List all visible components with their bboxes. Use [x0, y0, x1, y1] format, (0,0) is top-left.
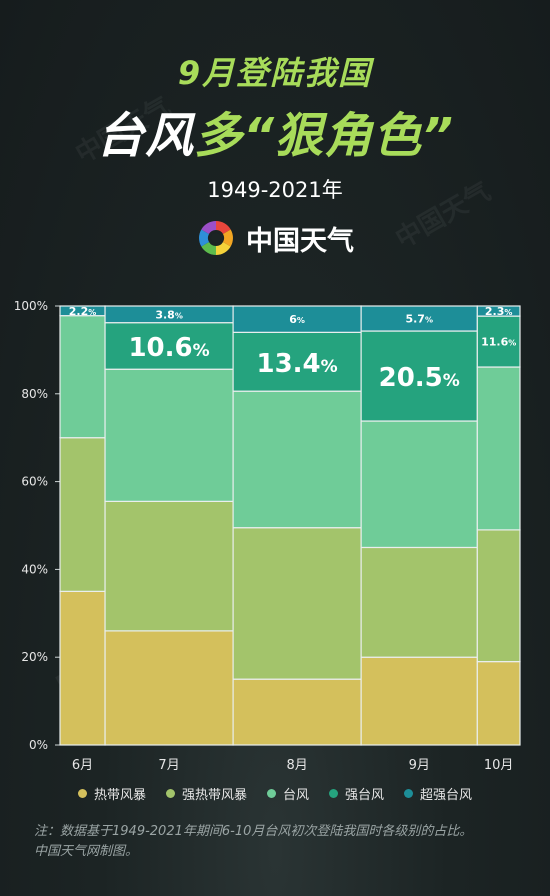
- title-word-tough: 多“狠角色”: [194, 108, 454, 164]
- y-tick-label: 60%: [21, 475, 48, 489]
- legend-label: 台风: [282, 788, 309, 803]
- footnote-line2: 中国天气网制图。: [34, 844, 139, 859]
- x-tick-label: 10月: [484, 758, 514, 773]
- bar-value-label: 5.7%: [405, 313, 433, 326]
- bar-segment: [59, 315, 106, 439]
- bar-segment: [104, 630, 234, 746]
- legend-swatch: [165, 789, 175, 798]
- bar-segment: [476, 529, 521, 663]
- x-tick-label: 6月: [72, 758, 93, 773]
- legend-item-typhoon: 台风: [266, 784, 309, 803]
- weather-logo-icon: [199, 221, 233, 255]
- y-tick-label: 0%: [29, 738, 48, 752]
- page-title-line1: 9月登陆我国: [177, 54, 373, 92]
- x-tick-label: 7月: [158, 758, 179, 773]
- bar-segment: [232, 390, 362, 529]
- bar-segment: [104, 368, 234, 502]
- x-tick-label: 8月: [286, 758, 307, 773]
- page-title-line2: 台风多“狠角色”: [0, 96, 550, 166]
- legend-swatch: [77, 789, 87, 798]
- x-tick-label: 9月: [409, 758, 430, 773]
- bar-segment: [476, 660, 521, 746]
- legend-swatch: [266, 789, 276, 798]
- bar-segment: [360, 656, 478, 746]
- bar-segment: [476, 366, 521, 531]
- legend-swatch: [329, 789, 338, 798]
- legend-item-severe-tropical-storm: 强热带风暴: [165, 784, 247, 803]
- bar-segment: [232, 527, 362, 680]
- bar-segment: [232, 331, 362, 392]
- legend-label: 强热带风暴: [181, 788, 247, 803]
- legend-item-severe-typhoon: 强台风: [329, 784, 384, 803]
- bar-value-label: 2.2%: [69, 305, 97, 318]
- y-tick-label: 100%: [14, 299, 48, 313]
- bar-segment: [476, 305, 521, 317]
- brand-name: 中国天气: [246, 225, 354, 257]
- brand-logo: 中国天气: [0, 218, 550, 258]
- legend-item-tropical-storm: 热带风暴: [77, 784, 146, 803]
- bar-segment: [59, 437, 106, 592]
- bar-segment: [476, 315, 521, 368]
- bar-segment: [104, 500, 234, 632]
- bar-value-label: 6%: [289, 313, 305, 326]
- chart-legend: 热带风暴 强热带风暴 台风 强台风 超强台风: [0, 784, 550, 803]
- footnote: 注：数据基于1949-2021年期间6-10月台风初次登陆我国时各级别的占比。 …: [34, 822, 534, 862]
- y-tick-label: 20%: [21, 650, 48, 664]
- bar-value-label: 2.3%: [485, 305, 513, 318]
- footnote-line1: 注：数据基于1949-2021年期间6-10月台风初次登陆我国时各级别的占比。: [34, 824, 473, 839]
- legend-label: 强台风: [345, 788, 385, 803]
- bar-segment: [232, 678, 362, 746]
- mekko-chart: 0%20%40%60%80%100% 2.2%6月10.6%3.8%7月13.4%…: [14, 299, 521, 773]
- page-subtitle: 1949-2021年: [207, 178, 343, 202]
- legend-item-super-typhoon: 超强台风: [404, 784, 472, 803]
- bar-value-label: 3.8%: [155, 308, 183, 321]
- legend-label: 热带风暴: [93, 788, 146, 803]
- y-tick-label: 40%: [21, 562, 48, 576]
- bar-segment: [360, 420, 478, 549]
- y-tick-label: 80%: [21, 387, 48, 401]
- bar-segment: [360, 305, 478, 332]
- title-word-typhoon: 台风: [96, 108, 195, 164]
- bar-segment: [232, 305, 362, 333]
- legend-label: 超强台风: [420, 788, 473, 803]
- legend-swatch: [404, 789, 414, 798]
- bar-value-label: 11.6%: [481, 336, 516, 349]
- bar-segment: [360, 546, 478, 658]
- bar-segment: [59, 590, 106, 746]
